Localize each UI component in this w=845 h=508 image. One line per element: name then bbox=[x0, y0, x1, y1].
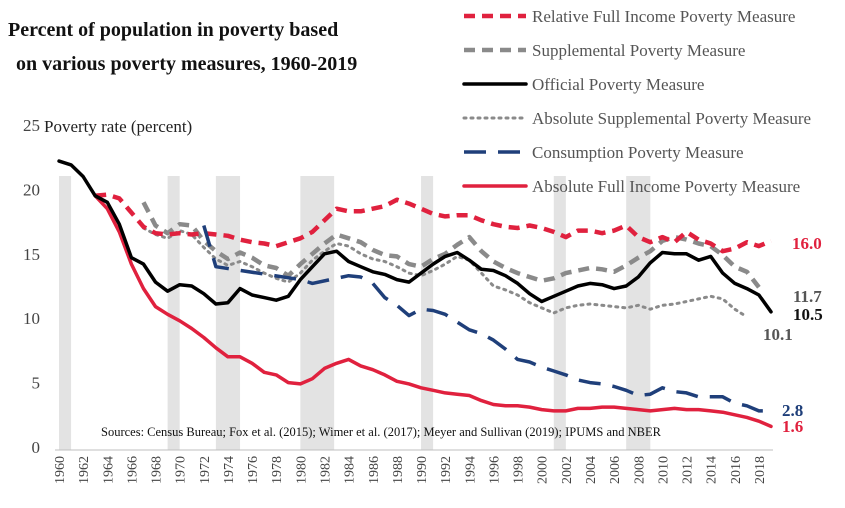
x-tick-label: 1978 bbox=[270, 456, 285, 484]
x-tick-label: 2018 bbox=[753, 456, 768, 484]
x-tick-label: 1982 bbox=[318, 456, 333, 484]
x-tick-label: 2002 bbox=[560, 456, 575, 484]
x-tick-label: 2012 bbox=[681, 456, 696, 484]
x-tick-label: 1966 bbox=[125, 456, 140, 484]
x-tick-label: 1976 bbox=[246, 456, 261, 484]
x-tick-label: 1962 bbox=[77, 456, 92, 484]
x-tick-label: 2006 bbox=[608, 456, 623, 484]
end-label-4: 2.8 bbox=[782, 401, 803, 420]
source-note: Sources: Census Bureau; Fox et al. (2015… bbox=[101, 425, 662, 439]
legend-label-5: Absolute Full Income Poverty Measure bbox=[532, 177, 800, 196]
x-tick-label: 2014 bbox=[705, 456, 720, 484]
x-tick-label: 2008 bbox=[632, 456, 647, 484]
y-tick-label: 15 bbox=[23, 245, 40, 264]
legend-label-3: Absolute Supplemental Poverty Measure bbox=[532, 109, 811, 128]
recession-band-0 bbox=[59, 176, 72, 450]
legend-label-2: Official Poverty Measure bbox=[532, 75, 704, 94]
x-tick-label: 2000 bbox=[536, 456, 551, 484]
x-tick-label: 1990 bbox=[415, 456, 430, 484]
x-tick-label: 1986 bbox=[367, 456, 382, 484]
x-tick-label: 1968 bbox=[150, 456, 165, 484]
recession-band-5 bbox=[553, 176, 566, 450]
y-tick-label: 10 bbox=[23, 309, 40, 328]
recession-band-6 bbox=[626, 176, 651, 450]
x-tick-label: 1996 bbox=[487, 456, 502, 484]
end-labels: 16.0 11.710.510.1 2.81.6 bbox=[763, 234, 823, 436]
y-tick-label: 25 bbox=[23, 116, 40, 135]
legend-label-1: Supplemental Poverty Measure bbox=[532, 41, 745, 60]
x-tick-label: 1994 bbox=[463, 456, 478, 484]
x-tick-label: 1988 bbox=[391, 456, 406, 484]
recession-band-3 bbox=[300, 176, 335, 450]
axes: 0 5 10 15 20 25 1960 1962 1964 1966 1968 1970 1972 19… bbox=[23, 116, 773, 484]
chart-title-line-1: Percent of population in poverty based bbox=[8, 19, 338, 41]
x-tick-label: 1970 bbox=[174, 456, 189, 484]
x-tick-label: 2010 bbox=[656, 456, 671, 484]
recession-bands bbox=[59, 176, 651, 450]
x-tick-label: 1980 bbox=[294, 456, 309, 484]
x-tick-label: 1992 bbox=[439, 456, 454, 484]
chart-title-line-2: on various poverty measures, 1960-2019 bbox=[16, 53, 357, 75]
recession-band-1 bbox=[167, 176, 180, 450]
x-tick-label: 2016 bbox=[729, 456, 744, 484]
series-line-3 bbox=[142, 226, 749, 319]
x-tick-label: 1984 bbox=[343, 456, 358, 484]
end-label-1: 11.7 bbox=[793, 287, 822, 306]
end-label-5: 1.6 bbox=[782, 417, 803, 436]
end-label-3: 10.1 bbox=[763, 325, 793, 344]
x-tick-label: 1998 bbox=[512, 456, 527, 484]
recession-band-2 bbox=[215, 176, 241, 450]
recession-band-4 bbox=[421, 176, 434, 450]
y-axis-label: Poverty rate (percent) bbox=[44, 117, 192, 136]
x-tick-label: 2004 bbox=[584, 456, 599, 484]
legend: Relative Full Income Poverty Measure Supp… bbox=[462, 7, 811, 196]
end-label-2: 10.5 bbox=[793, 305, 823, 324]
y-tick-label: 20 bbox=[23, 180, 40, 199]
series-line-4 bbox=[202, 225, 771, 413]
legend-label-0: Relative Full Income Poverty Measure bbox=[532, 7, 795, 26]
series-line-2 bbox=[57, 159, 773, 314]
x-tick-label: 1974 bbox=[222, 456, 237, 484]
y-tick-label: 0 bbox=[32, 438, 41, 457]
legend-label-4: Consumption Poverty Measure bbox=[532, 143, 744, 162]
end-label-0: 16.0 bbox=[792, 234, 822, 253]
x-tick-label: 1964 bbox=[101, 456, 116, 484]
series-lines bbox=[57, 159, 773, 429]
x-tick-label: 1972 bbox=[198, 456, 213, 484]
series-line-5 bbox=[93, 194, 773, 429]
x-tick-label: 1960 bbox=[53, 456, 68, 484]
y-tick-label: 5 bbox=[32, 374, 41, 393]
